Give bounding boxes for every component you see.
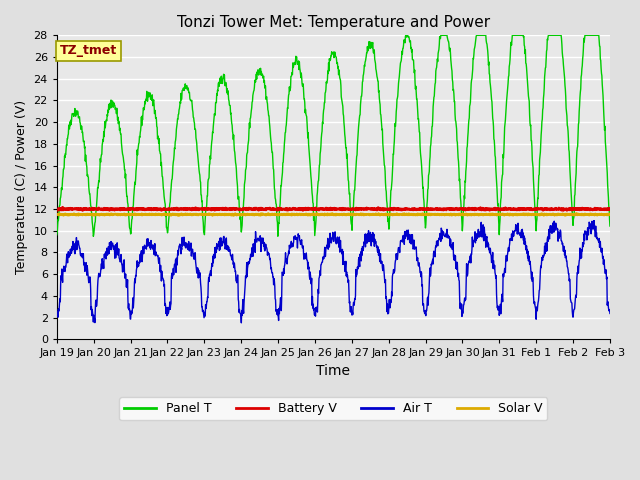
Title: Tonzi Tower Met: Temperature and Power: Tonzi Tower Met: Temperature and Power (177, 15, 490, 30)
X-axis label: Time: Time (316, 364, 350, 378)
Text: TZ_tmet: TZ_tmet (60, 45, 117, 58)
Y-axis label: Temperature (C) / Power (V): Temperature (C) / Power (V) (15, 100, 28, 275)
Legend: Panel T, Battery V, Air T, Solar V: Panel T, Battery V, Air T, Solar V (120, 397, 547, 420)
